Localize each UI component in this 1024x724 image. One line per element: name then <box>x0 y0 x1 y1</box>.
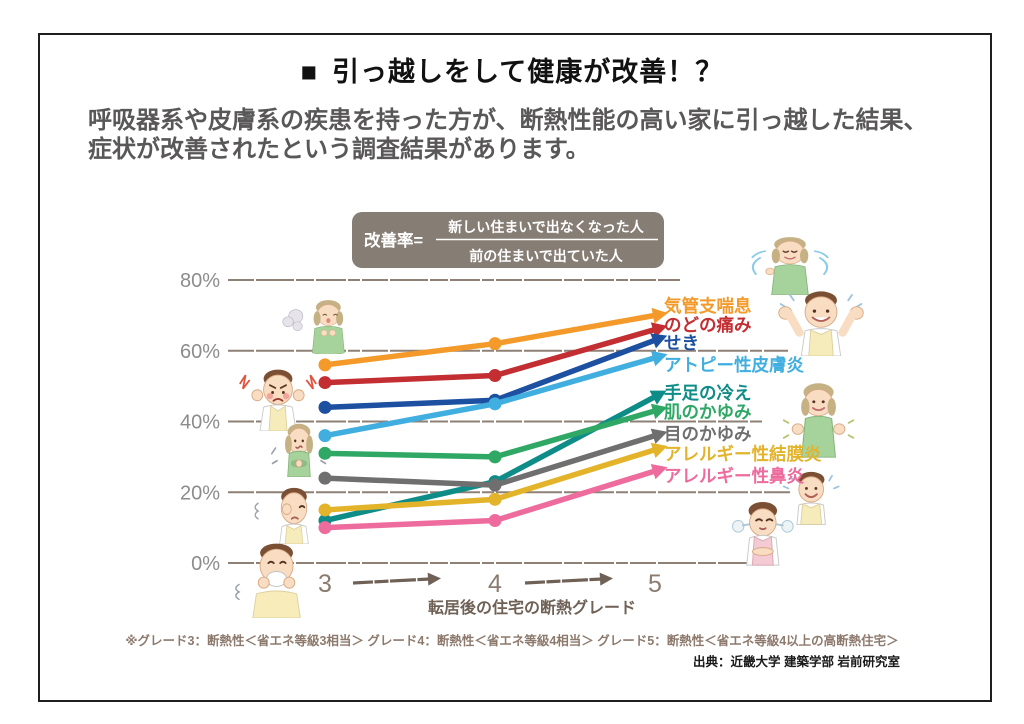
title-bullet-icon: ■ <box>300 57 319 87</box>
chart-grid-layer: 80% 60% 40% 20% 0% 3 4 5 転居後の住宅の断熱グレード <box>180 270 790 617</box>
series-point <box>318 471 332 485</box>
series-point <box>318 521 332 535</box>
series-point <box>488 492 502 506</box>
formula-label: 改善率= <box>364 230 423 250</box>
formula-box: 改善率= 新しい住まいで出なくなった人 前の住まいで出ていた人 <box>352 212 664 268</box>
legend-label: アトピー性皮膚炎 <box>664 355 804 375</box>
illustration-coughing-woman <box>282 300 345 354</box>
series-point <box>318 358 332 372</box>
page-title: ■ 引っ越しをして健康が改善！？ <box>0 50 1024 89</box>
formula-denominator: 前の住まいで出ていた人 <box>469 248 624 264</box>
chart-series-layer: 改善率= 新しい住まいで出なくなった人 前の住まいで出ていた人 気管支喘息のどの… <box>318 212 822 535</box>
illustration-eye-rubbing-boy <box>254 487 309 544</box>
slide-border <box>38 33 992 702</box>
illustration-nose-blowing-boy <box>235 543 301 618</box>
legend-label: 目のかゆみ <box>664 424 752 444</box>
legend-label: 気管支喘息 <box>663 296 752 316</box>
arrow-head <box>427 572 441 586</box>
legend-label: 肌のかゆみ <box>664 402 752 422</box>
x-axis-arrow <box>524 577 603 585</box>
source-credit: 出典：近畿大学 建築学部 岩前研究室 <box>693 655 900 669</box>
intro-line-1: 呼吸器系や皮膚系の疾患を持った方が、断熱性能の高い家に引っ越した結果、 <box>88 107 928 134</box>
arrow-head <box>599 572 613 586</box>
series-point <box>488 450 502 464</box>
illustration-angry-man <box>239 369 317 431</box>
y-tick-label: 0% <box>191 553 220 575</box>
x-tick-label: 5 <box>648 570 662 598</box>
illustration-relieved-woman <box>751 237 829 295</box>
x-axis-title: 転居後の住宅の断熱グレード <box>428 598 636 617</box>
grade-footnote: ※グレード3：断熱性＜省エネ等級3相当＞ グレード4：断熱性＜省エネ等級4相当＞… <box>125 634 899 648</box>
x-tick-label: 4 <box>488 570 502 598</box>
series-point <box>318 503 332 517</box>
series-point <box>488 514 502 528</box>
arrow-head <box>650 463 668 480</box>
legend-label: せき <box>664 333 699 353</box>
series-point <box>318 400 332 414</box>
legend-label: アレルギー性結膜炎 <box>664 444 822 464</box>
arrow-head <box>649 390 667 405</box>
y-tick-label: 60% <box>180 341 220 363</box>
series-point <box>318 376 332 390</box>
illustration-shivering-woman <box>271 423 327 477</box>
legend-label: アレルギー性鼻炎 <box>664 466 804 486</box>
y-tick-label: 40% <box>180 412 220 434</box>
legend-label: 手足の冷え <box>664 383 752 403</box>
series-point <box>488 337 502 351</box>
intro-text: 呼吸器系や皮膚系の疾患を持った方が、断熱性能の高い家に引っ越した結果、 症状が改… <box>88 106 968 165</box>
arrow-head <box>650 322 668 338</box>
arrow-head <box>650 442 668 459</box>
title-text: 引っ越しをして健康が改善！？ <box>332 57 724 87</box>
x-tick-label: 3 <box>318 570 332 598</box>
series-point <box>318 446 332 460</box>
legend-label: のどの痛み <box>664 315 752 335</box>
series-point <box>488 397 502 411</box>
illustration-happy-man <box>778 291 864 356</box>
y-tick-label: 20% <box>180 482 220 504</box>
formula-numerator: 新しい住まいで出なくなった人 <box>448 219 645 235</box>
arrow-head <box>651 307 668 324</box>
arrow-head <box>650 333 668 349</box>
arrow-head <box>650 350 668 367</box>
series-point <box>488 478 502 492</box>
intro-line-2: 症状が改善されたという調査結果があります。 <box>88 136 590 164</box>
series-point <box>488 369 502 383</box>
series-point <box>318 429 332 443</box>
illustration-thumbs-up-woman <box>782 383 855 458</box>
y-tick-label: 80% <box>180 270 220 292</box>
arrow-head <box>650 428 668 444</box>
arrow-head <box>650 403 668 420</box>
x-axis-arrow <box>352 577 431 585</box>
illustration-happy-kids <box>732 471 840 566</box>
